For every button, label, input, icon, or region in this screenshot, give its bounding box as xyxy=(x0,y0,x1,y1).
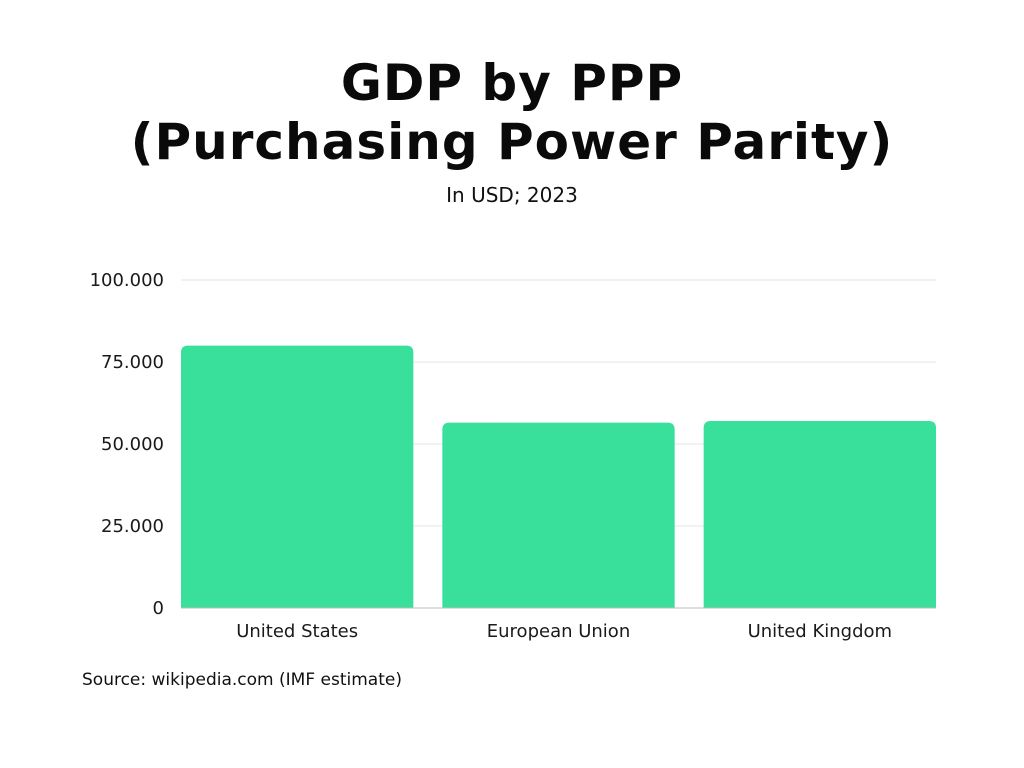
x-axis-category-labels: United States European Union United Kingdo… xyxy=(236,621,892,642)
bars xyxy=(181,345,936,608)
source-note: Source: wikipedia.com (IMF estimate) xyxy=(82,670,402,690)
y-axis-tick-labels: 0 25.000 50.000 75.000 100.000 xyxy=(90,270,164,619)
y-tick-label: 100.000 xyxy=(90,270,164,291)
x-category-label: United States xyxy=(236,621,358,642)
chart-title-line-1: GDP by PPP xyxy=(340,54,684,112)
y-tick-label: 50.000 xyxy=(101,434,164,455)
x-category-label: European Union xyxy=(487,621,630,642)
y-tick-label: 75.000 xyxy=(101,352,164,373)
y-tick-label: 25.000 xyxy=(101,516,164,537)
chart-subtitle: In USD; 2023 xyxy=(446,183,578,207)
x-category-label: United Kingdom xyxy=(748,621,892,642)
bar xyxy=(181,345,414,608)
chart-title-line-2: (Purchasing Power Parity) xyxy=(130,113,894,171)
y-tick-label: 0 xyxy=(153,598,164,619)
bar xyxy=(442,422,675,608)
bar xyxy=(703,421,936,608)
